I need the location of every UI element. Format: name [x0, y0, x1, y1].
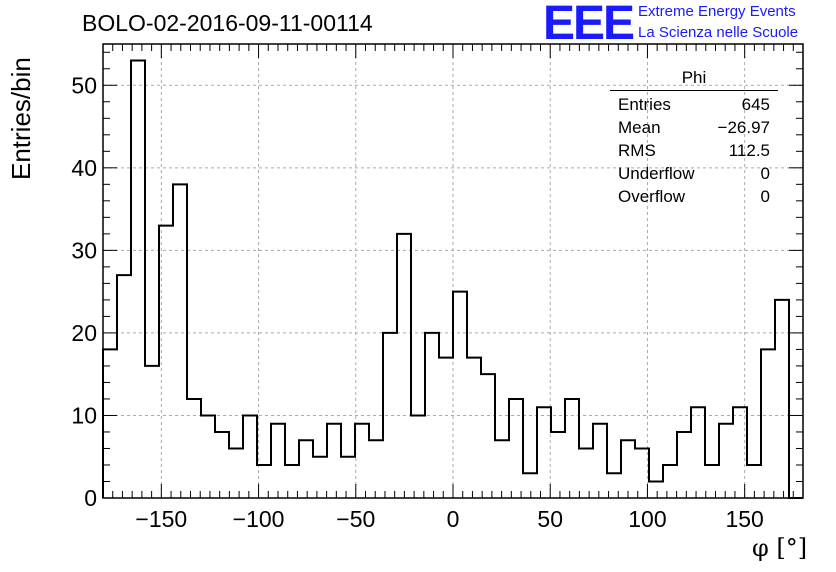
stats-value: 0 [760, 164, 770, 183]
stats-row-entries: Entries 645 [610, 93, 778, 116]
x-tick-label: 0 [447, 506, 460, 532]
y-axis-title: Entries/bin [6, 57, 36, 180]
logo-line-2: La Scienza nelle Scuole [638, 24, 799, 41]
y-tick-label: 50 [71, 72, 97, 98]
x-tick-label: 50 [537, 506, 563, 532]
stats-value: 645 [741, 95, 770, 114]
y-tick-label: 0 [84, 485, 97, 511]
stats-row-rms: RMS 112.5 [610, 139, 778, 162]
x-tick-label: −150 [135, 506, 187, 532]
stats-box: Phi Entries 645 Mean −26.97 RMS 112.5 Un… [610, 68, 778, 208]
logo-line-1: Extreme Energy Events [638, 3, 796, 20]
plot-frame [102, 43, 804, 499]
axis-ticks [103, 44, 803, 499]
x-tick-label: −50 [336, 506, 375, 532]
stats-label: Entries [618, 95, 671, 114]
grid-lines [103, 44, 803, 498]
stats-row-mean: Mean −26.97 [610, 116, 778, 139]
histogram-series [102, 59, 803, 499]
stats-row-overflow: Overflow 0 [610, 185, 778, 208]
x-axis-title: φ [°] [752, 534, 808, 562]
x-tick-label: 150 [725, 506, 763, 532]
stats-label: Overflow [618, 187, 686, 206]
x-tick-label: 100 [628, 506, 666, 532]
y-tick-label: 40 [71, 155, 97, 181]
y-tick-label: 20 [71, 320, 97, 346]
stats-value: 0 [760, 187, 770, 206]
y-tick-label: 10 [71, 402, 97, 428]
stats-title: Phi [610, 68, 778, 91]
chart-title: BOLO-02-2016-09-11-00114 [82, 10, 373, 36]
stats-value: −26.97 [717, 118, 770, 137]
stats-label: RMS [618, 141, 656, 160]
y-tick-label: 30 [71, 237, 97, 263]
eee-logo-mark: EEE [543, 0, 635, 50]
stats-label: Mean [618, 118, 661, 137]
x-tick-label: −100 [233, 506, 285, 532]
axis-tick-labels: −150 −100 −50 0 50 100 150 0 10 20 30 40 50 [71, 72, 763, 532]
stats-label: Underflow [618, 164, 695, 183]
stats-row-underflow: Underflow 0 [610, 162, 778, 185]
stats-value: 112.5 [728, 141, 770, 160]
